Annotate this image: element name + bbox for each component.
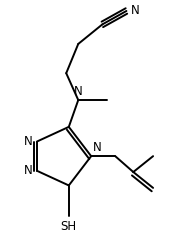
Text: N: N xyxy=(24,164,33,177)
Text: N: N xyxy=(131,4,139,18)
Text: N: N xyxy=(24,135,33,148)
Text: SH: SH xyxy=(61,220,77,233)
Text: N: N xyxy=(74,85,83,98)
Text: N: N xyxy=(93,141,102,154)
